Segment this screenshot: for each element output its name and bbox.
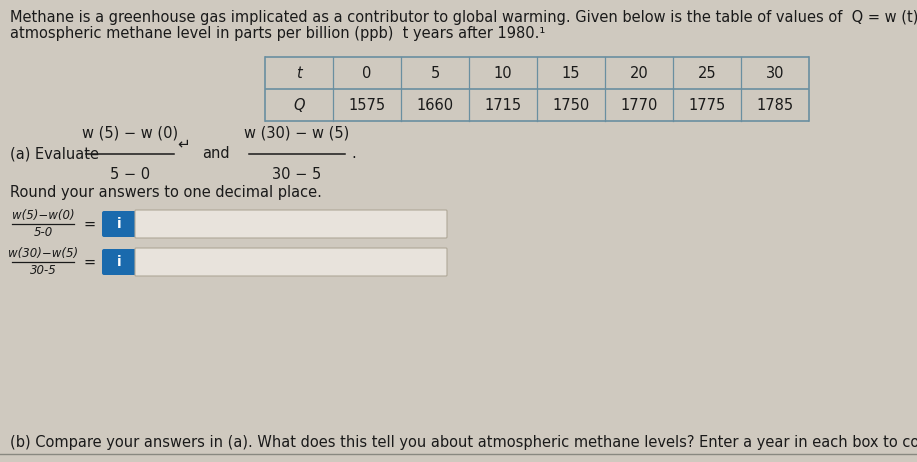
Text: 1770: 1770 [620,97,657,113]
Text: w (30) − w (5): w (30) − w (5) [244,126,349,141]
Text: 20: 20 [630,66,648,80]
Text: 5: 5 [430,66,439,80]
Text: Methane is a greenhouse gas implicated as a contributor to global warming. Given: Methane is a greenhouse gas implicated a… [10,10,917,25]
Text: (a) Evaluate: (a) Evaluate [10,146,99,162]
Text: i: i [116,255,121,269]
Text: ↵: ↵ [178,136,191,152]
Text: 1575: 1575 [348,97,385,113]
Text: .: . [351,146,356,162]
Text: w(5)−w(0): w(5)−w(0) [12,209,74,223]
Text: t: t [296,66,302,80]
Text: Q: Q [293,97,304,113]
Text: 30-5: 30-5 [29,263,56,276]
Text: w(30)−w(5): w(30)−w(5) [8,248,78,261]
Text: atmospheric methane level in parts per billion (ppb)  t years after 1980.¹: atmospheric methane level in parts per b… [10,26,546,41]
Text: 1775: 1775 [689,97,725,113]
FancyBboxPatch shape [135,210,447,238]
Text: 15: 15 [562,66,580,80]
Text: 10: 10 [493,66,513,80]
Text: i: i [116,217,121,231]
Text: =: = [84,217,96,231]
Text: 1660: 1660 [416,97,454,113]
Text: 5 − 0: 5 − 0 [110,167,150,182]
Text: and: and [202,146,229,162]
Text: 1785: 1785 [757,97,793,113]
Text: 1750: 1750 [552,97,590,113]
FancyBboxPatch shape [102,211,136,237]
FancyBboxPatch shape [102,249,136,275]
Text: =: = [84,255,96,269]
Text: 1715: 1715 [484,97,522,113]
Text: 25: 25 [698,66,716,80]
Text: 30: 30 [766,66,784,80]
Text: Round your answers to one decimal place.: Round your answers to one decimal place. [10,184,322,200]
Text: w (5) − w (0): w (5) − w (0) [82,126,178,141]
FancyBboxPatch shape [135,248,447,276]
Text: 5-0: 5-0 [33,225,52,238]
Text: (b) Compare your answers in (a). What does this tell you about atmospheric metha: (b) Compare your answers in (a). What do… [10,434,917,450]
Text: 30 − 5: 30 − 5 [272,167,322,182]
Text: 0: 0 [362,66,371,80]
